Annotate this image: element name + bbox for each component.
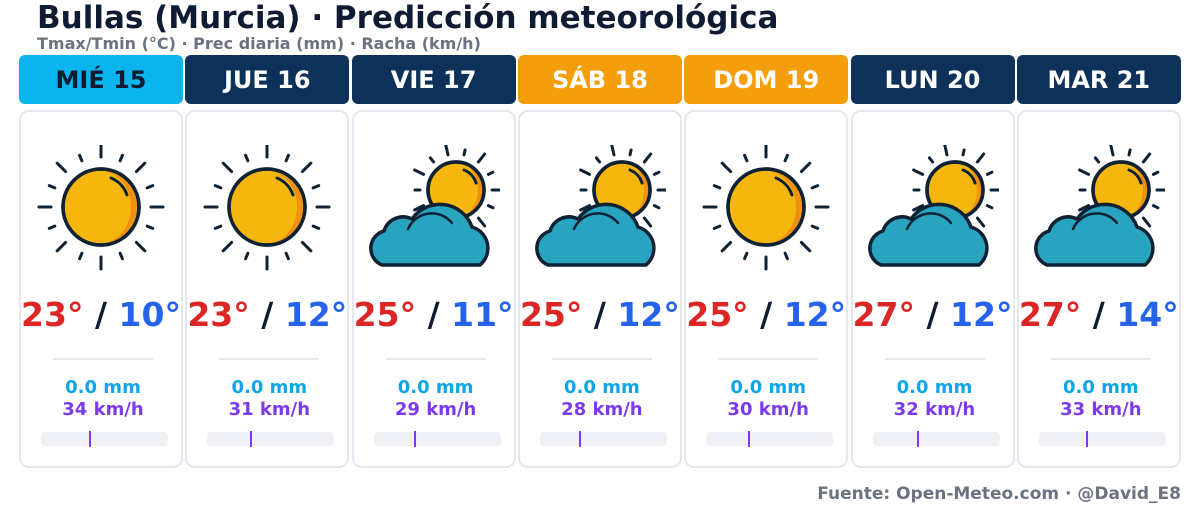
gust-level-marker [1085, 431, 1088, 447]
forecast-day: MIÉ 15 0.0 mm 34 km/h 23° / 10° [19, 55, 183, 468]
partly-cloudy-icon [534, 143, 670, 275]
gust-level-bar [872, 431, 1000, 447]
max-temperature: 25° [686, 295, 749, 334]
max-temperature: 25° [353, 295, 417, 334]
gust-level-marker [89, 431, 92, 447]
temperature-range: 27° / 12° [843, 295, 1023, 334]
gust-level-bar [41, 431, 168, 447]
forecast-day: MAR 21 0.0 mm 33 km/h 27° / 14° [1016, 55, 1181, 468]
divider [551, 358, 652, 360]
min-temperature: 12° [950, 295, 1013, 334]
gust-level-bar [706, 431, 834, 447]
day-card: 0.0 mm 29 km/h [351, 110, 516, 468]
precipitation-value: 0.0 mm [1062, 377, 1139, 398]
temperature-separator: / [249, 295, 285, 334]
gust-level-marker [414, 431, 417, 447]
min-temperature: 11° [451, 295, 514, 334]
gust-level-bar [539, 431, 667, 447]
temperature-range: 25° / 12° [676, 295, 856, 334]
gust-level-bar [373, 431, 501, 447]
max-temperature: 27° [1018, 295, 1082, 334]
max-temperature: 23° [187, 295, 250, 334]
divider [219, 358, 320, 360]
forecast-day: LUN 20 0.0 mm 32 km/h 27° / 12° [850, 55, 1015, 468]
partly-cloudy-icon [1033, 143, 1169, 275]
forecast-day: DOM 19 0.0 mm 30 km/h 25° / 12° [684, 55, 849, 468]
day-card: 0.0 mm 30 km/h [684, 110, 849, 468]
max-temperature: 25° [519, 295, 583, 334]
wind-gust-value: 28 km/h [561, 399, 643, 420]
max-temperature: 27° [852, 295, 915, 334]
temperature-separator: / [914, 295, 951, 334]
wind-gust-value: 32 km/h [893, 399, 976, 420]
gust-level-bar [1038, 431, 1166, 447]
temperature-range: 23° / 10° [11, 295, 191, 334]
temperature-separator: / [748, 295, 784, 334]
divider [53, 358, 153, 360]
precipitation-value: 0.0 mm [896, 377, 973, 398]
page-title: Bullas (Murcia) · Predicción meteorológi… [37, 0, 779, 36]
divider [1050, 358, 1151, 360]
temperature-separator: / [1081, 295, 1117, 334]
temperature-range: 23° / 12° [177, 295, 357, 334]
day-card: 0.0 mm 34 km/h [19, 110, 183, 468]
max-temperature: 23° [21, 295, 84, 334]
gust-level-bar [207, 431, 335, 447]
day-header: DOM 19 [684, 55, 849, 104]
day-header: MAR 21 [1016, 55, 1181, 104]
partly-cloudy-icon [867, 143, 1002, 275]
gust-level-marker [579, 431, 582, 447]
partly-cloudy-icon [368, 143, 504, 275]
gust-level-marker [748, 431, 751, 447]
gust-level-marker [250, 431, 253, 447]
min-temperature: 10° [118, 295, 181, 334]
day-header: LUN 20 [850, 55, 1015, 104]
page-subtitle: Tmax/Tmin (°C) · Prec diaria (mm) · Rach… [37, 34, 481, 53]
wind-gust-value: 29 km/h [394, 399, 477, 420]
sun-icon [35, 143, 167, 275]
temperature-separator: / [83, 295, 119, 334]
day-header: VIE 17 [351, 55, 516, 104]
wind-gust-value: 33 km/h [1060, 399, 1142, 420]
temperature-separator: / [416, 295, 452, 334]
min-temperature: 12° [284, 295, 348, 334]
divider [385, 358, 486, 360]
divider [884, 358, 985, 360]
min-temperature: 14° [1116, 295, 1179, 334]
wind-gust-value: 34 km/h [62, 399, 144, 420]
forecast-day: SÁB 18 0.0 mm 28 km/h 25° / 12° [517, 55, 682, 468]
wind-gust-value: 30 km/h [727, 399, 809, 420]
precipitation-value: 0.0 mm [730, 377, 807, 398]
wind-gust-value: 31 km/h [228, 399, 311, 420]
forecast-day: VIE 17 0.0 mm 29 km/h 25° / 11° [351, 55, 516, 468]
day-header: MIÉ 15 [19, 55, 183, 104]
sun-icon [201, 143, 333, 275]
temperature-separator: / [582, 295, 618, 334]
gust-level-marker [916, 431, 919, 447]
day-card: 0.0 mm 32 km/h [850, 110, 1015, 468]
precipitation-value: 0.0 mm [65, 377, 141, 398]
day-card: 0.0 mm 33 km/h [1016, 110, 1181, 468]
precipitation-value: 0.0 mm [231, 377, 308, 398]
temperature-range: 27° / 14° [1009, 295, 1189, 334]
min-temperature: 12° [783, 295, 847, 334]
forecast-day: JUE 16 0.0 mm 31 km/h 23° / 12° [185, 55, 350, 468]
day-card: 0.0 mm 28 km/h [517, 110, 682, 468]
divider [718, 358, 819, 360]
precipitation-value: 0.0 mm [397, 377, 474, 398]
source-credit: Fuente: Open-Meteo.com · @David_E8 [817, 484, 1181, 504]
temperature-range: 25° / 11° [344, 295, 524, 334]
sun-icon [700, 143, 832, 275]
precipitation-value: 0.0 mm [564, 377, 640, 398]
temperature-range: 25° / 12° [510, 295, 690, 334]
day-header: JUE 16 [185, 55, 350, 104]
day-header: SÁB 18 [517, 55, 682, 104]
min-temperature: 12° [617, 295, 680, 334]
